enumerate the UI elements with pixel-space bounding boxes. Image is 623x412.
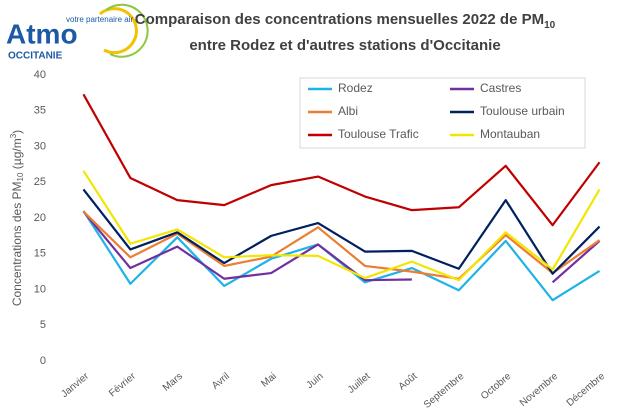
x-tick-label: Novembre bbox=[518, 371, 561, 409]
label-part: ) bbox=[10, 130, 24, 134]
series-line bbox=[82, 93, 601, 227]
legend-label: Albi bbox=[338, 104, 358, 118]
x-tick-label: Octobre bbox=[479, 371, 514, 403]
legend-label: Castres bbox=[480, 81, 521, 95]
chart-subtitle: entre Rodez et d'autres stations d'Occit… bbox=[189, 37, 500, 54]
y-tick-label: 35 bbox=[34, 105, 46, 117]
logo-arc bbox=[105, 3, 149, 58]
y-tick-label: 40 bbox=[34, 69, 46, 81]
label-sub: 10 bbox=[16, 172, 25, 181]
x-tick-label: Janvier bbox=[59, 370, 91, 400]
x-tick-label: Juillet bbox=[346, 371, 373, 396]
x-tick-label: Juin bbox=[305, 371, 326, 391]
logo-arc bbox=[99, 7, 138, 55]
y-tick-label: 0 bbox=[40, 355, 46, 367]
x-tick-label: Mars bbox=[161, 371, 185, 394]
title-text: Comparaison des concentrations mensuelle… bbox=[135, 11, 544, 28]
x-tick-label: Août bbox=[397, 371, 420, 393]
y-tick-label: 5 bbox=[40, 319, 46, 331]
x-tick-label: Septembre bbox=[422, 371, 467, 411]
legend-box bbox=[299, 77, 586, 149]
series-line bbox=[82, 188, 601, 275]
legend-label: Toulouse Trafic bbox=[338, 127, 419, 141]
y-tick-label: 10 bbox=[34, 283, 46, 295]
chart-title: Comparaison des concentrations mensuelle… bbox=[135, 11, 556, 31]
y-tick-label: 20 bbox=[34, 212, 46, 224]
logo: Atmo votre partenaire air OCCITANIE bbox=[6, 3, 149, 62]
x-tick-label: Avril bbox=[210, 371, 232, 392]
y-tick-label: 15 bbox=[34, 248, 46, 260]
label-part: (µg/m bbox=[10, 138, 24, 172]
logo-name: Atmo bbox=[6, 18, 78, 49]
legend-label: Montauban bbox=[480, 127, 540, 141]
x-tick-label: Décembre bbox=[565, 371, 608, 409]
y-tick-label: 30 bbox=[34, 140, 46, 152]
legend-label: Toulouse urbain bbox=[480, 104, 565, 118]
series-line bbox=[82, 210, 601, 280]
label-sup: 3 bbox=[9, 133, 18, 138]
x-tick-label: Février bbox=[107, 370, 138, 399]
y-axis-label: Concentrations des PM10 (µg/m3) bbox=[9, 130, 25, 306]
label-part: Concentrations des PM bbox=[10, 181, 24, 306]
legend-label: Rodez bbox=[338, 81, 373, 95]
logo-region: OCCITANIE bbox=[8, 51, 63, 62]
series-line bbox=[82, 170, 601, 282]
logo-tagline: votre partenaire air bbox=[66, 15, 133, 24]
y-tick-label: 25 bbox=[34, 176, 46, 188]
title-sub: 10 bbox=[544, 20, 556, 31]
x-tick-label: Mai bbox=[259, 371, 278, 390]
